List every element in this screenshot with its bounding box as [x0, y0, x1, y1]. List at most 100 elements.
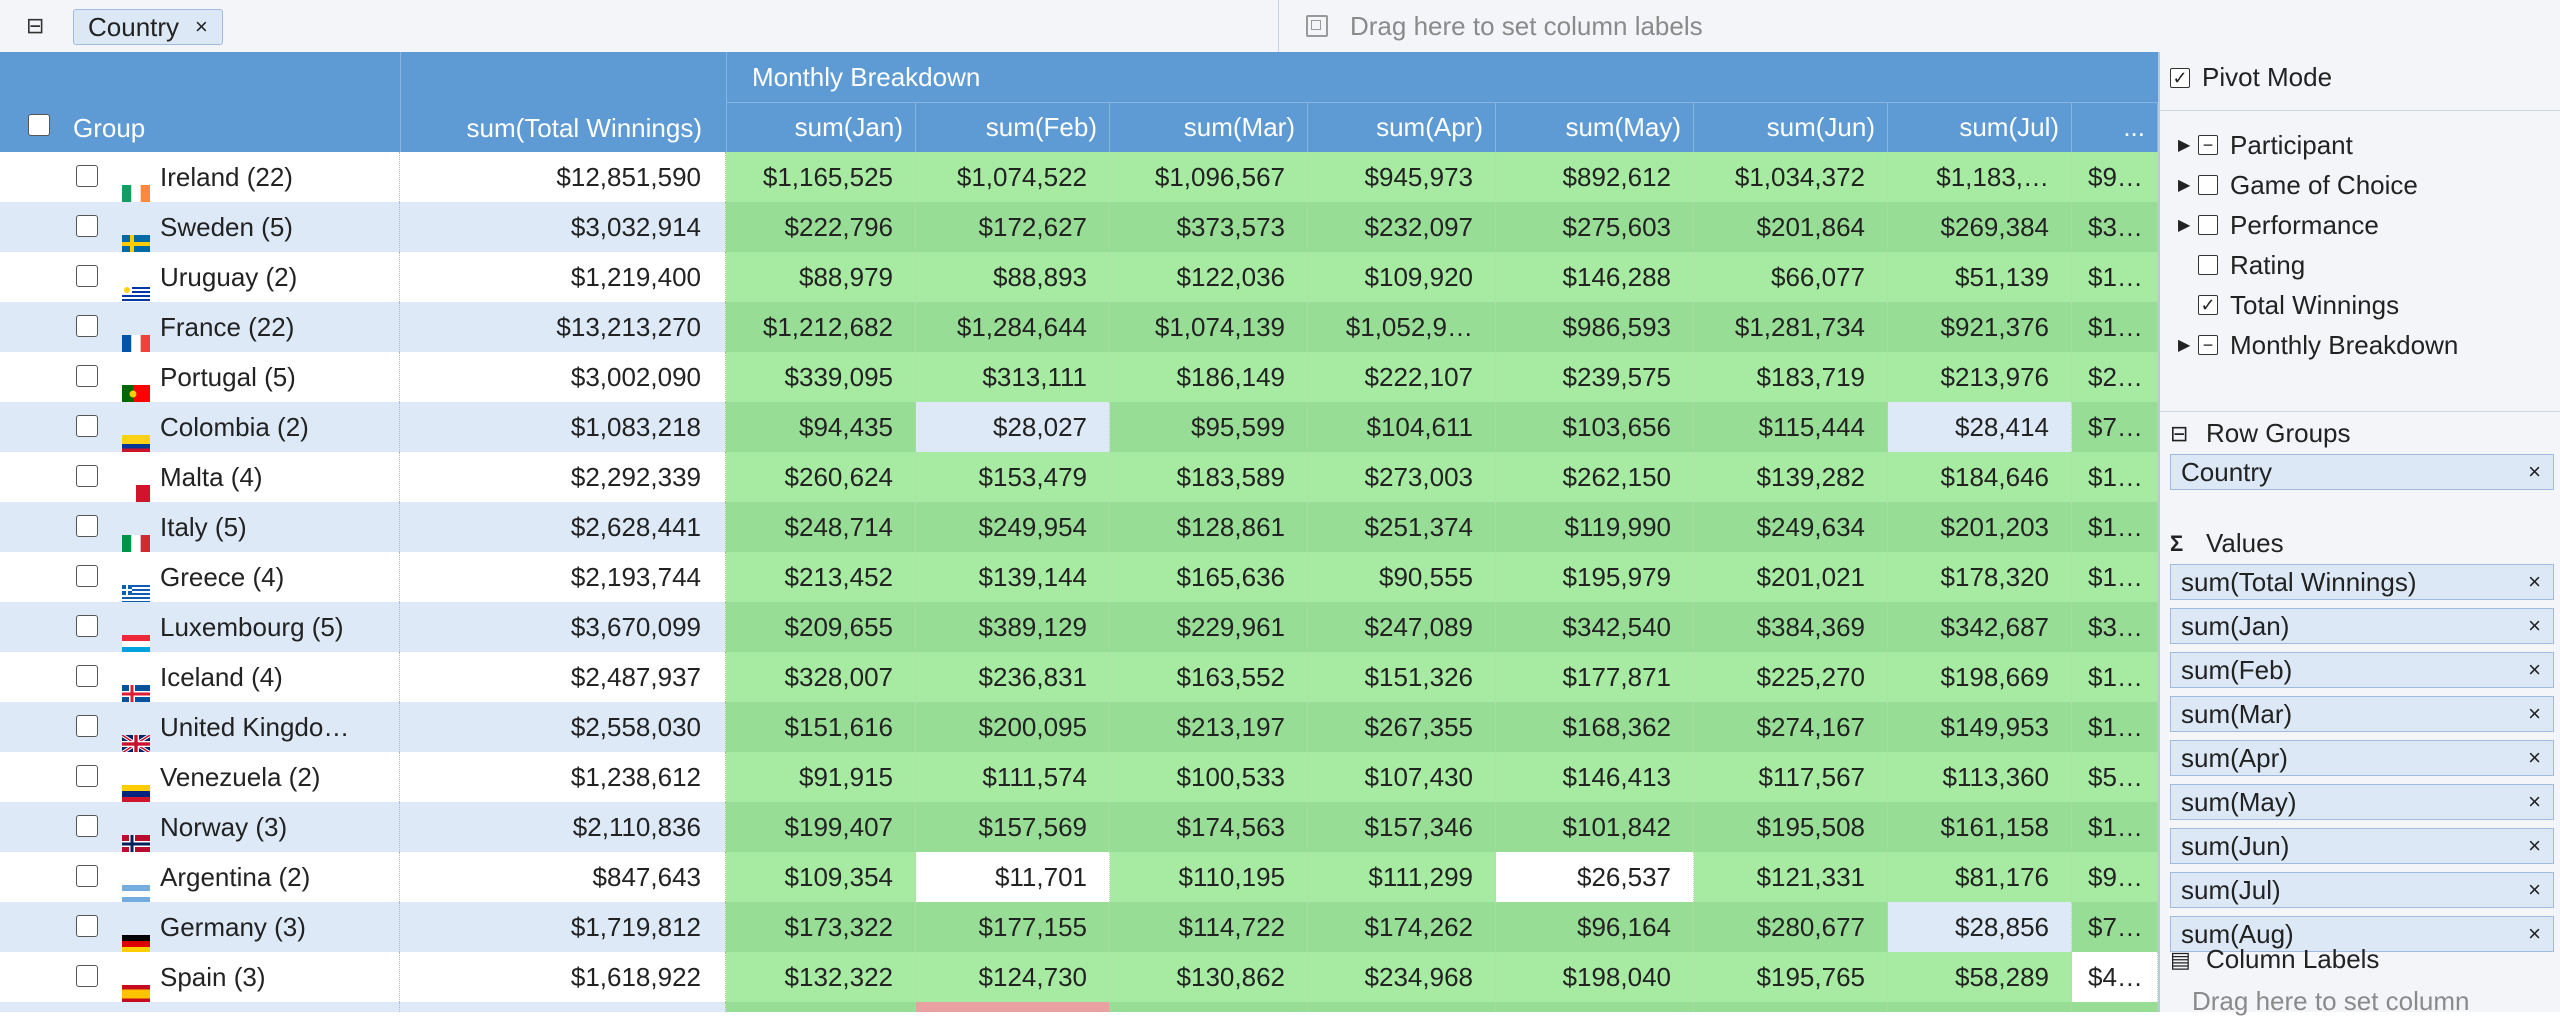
remove-icon[interactable]: ×	[2528, 745, 2541, 770]
month-header-7[interactable]: ...	[2072, 102, 2158, 152]
row-checkbox[interactable]	[76, 865, 98, 887]
row-checkbox[interactable]	[76, 915, 98, 937]
tree-checkbox[interactable]: −	[2198, 335, 2218, 355]
table-row[interactable]: Norway (3) $2,110,836 $199,407 $157,569 $174…	[0, 802, 2158, 853]
remove-icon[interactable]: ×	[2528, 877, 2541, 902]
row-checkbox[interactable]	[76, 415, 98, 437]
month-header-2[interactable]: sum(Mar)	[1110, 102, 1308, 152]
month-value-cell: $107,430	[1308, 752, 1496, 802]
tree-checkbox[interactable]	[2198, 215, 2218, 235]
table-row[interactable]: Germany (3) $1,719,812 $173,322 $177,155 $11…	[0, 902, 2158, 953]
tree-checkbox[interactable]: ✓	[2198, 295, 2218, 315]
row-checkbox[interactable]	[76, 315, 98, 337]
row-checkbox[interactable]	[76, 215, 98, 237]
value-pill[interactable]: sum(Mar) ×	[2170, 696, 2554, 732]
remove-icon[interactable]: ×	[2528, 613, 2541, 638]
month-value-cell: $384,369	[1694, 602, 1888, 652]
table-row[interactable]: Uruguay (2) $1,219,400 $88,979 $88,893 $122,…	[0, 252, 2158, 303]
pivot-mode-toggle[interactable]: ✓ Pivot Mode	[2170, 62, 2332, 93]
month-header-3[interactable]: sum(Apr)	[1308, 102, 1496, 152]
table-row[interactable]: Malta (4) $2,292,339 $260,624 $153,479 $183,…	[0, 452, 2158, 503]
month-header-1[interactable]: sum(Feb)	[916, 102, 1110, 152]
column-tree-item[interactable]: ✓ Total Winnings	[2178, 285, 2399, 325]
month-value-cell: $130,862	[1110, 952, 1308, 1002]
month-value-cell: $7…	[2072, 402, 2158, 452]
month-header-4[interactable]: sum(May)	[1496, 102, 1694, 152]
row-checkbox[interactable]	[76, 665, 98, 687]
row-checkbox[interactable]	[76, 615, 98, 637]
tree-checkbox[interactable]: −	[2198, 135, 2218, 155]
total-winnings-cell: $1,238,612	[400, 752, 726, 802]
table-row[interactable]: Sweden (5) $3,032,914 $222,796 $172,627 $373…	[0, 202, 2158, 253]
column-tree-item[interactable]: ▶ Performance	[2178, 205, 2379, 245]
row-checkbox[interactable]	[76, 565, 98, 587]
column-labels-placeholder: Drag here to set column	[2192, 986, 2470, 1016]
row-checkbox[interactable]	[76, 965, 98, 987]
row-checkbox[interactable]	[76, 765, 98, 787]
column-tree-item[interactable]: ▶ − Monthly Breakdown	[2178, 325, 2458, 365]
select-all-checkbox[interactable]	[28, 114, 50, 136]
tree-checkbox[interactable]	[2198, 175, 2218, 195]
value-pill[interactable]: sum(Aug) ×	[2170, 916, 2554, 952]
table-row[interactable]: Italy (5) $2,628,441 $248,714 $249,954 $128,…	[0, 502, 2158, 553]
table-row[interactable]: Iceland (4) $2,487,937 $328,007 $236,831 $16…	[0, 652, 2158, 703]
month-header-5[interactable]: sum(Jun)	[1694, 102, 1888, 152]
row-checkbox[interactable]	[76, 715, 98, 737]
row-checkbox[interactable]	[76, 465, 98, 487]
row-checkbox[interactable]	[76, 365, 98, 387]
remove-icon[interactable]: ×	[2528, 921, 2541, 946]
remove-icon[interactable]: ×	[2528, 569, 2541, 594]
grid-header: Group sum(Total Winnings) Monthly Breakd…	[0, 52, 2158, 152]
expand-arrow-icon[interactable]: ▶	[2178, 177, 2191, 194]
month-header-6[interactable]: sum(Jul)	[1888, 102, 2072, 152]
table-row[interactable]: Argentina (2) $847,643 $109,354 $11,701 $110…	[0, 852, 2158, 903]
month-value-cell: $172,627	[916, 202, 1110, 252]
expand-arrow-icon[interactable]: ▶	[2178, 217, 2191, 234]
month-header-0[interactable]: sum(Jan)	[726, 102, 916, 152]
expand-arrow-icon[interactable]: ▶	[2178, 337, 2191, 354]
tree-checkbox[interactable]	[2198, 255, 2218, 275]
pivot-mode-checkbox[interactable]: ✓	[2170, 67, 2190, 88]
table-row[interactable]: Venezuela (2) $1,238,612 $91,915 $111,574 $1…	[0, 752, 2158, 803]
remove-icon[interactable]: ×	[2528, 701, 2541, 726]
row-group-chip-country[interactable]: Country ×	[73, 9, 223, 45]
table-row[interactable]	[0, 1002, 2158, 1012]
table-row[interactable]: Greece (4) $2,193,744 $213,452 $139,144 $165…	[0, 552, 2158, 603]
value-pill[interactable]: sum(Feb) ×	[2170, 652, 2554, 688]
remove-icon[interactable]: ×	[2528, 657, 2541, 682]
remove-icon[interactable]: ×	[2528, 459, 2541, 484]
table-row[interactable]: Portugal (5) $3,002,090 $339,095 $313,111 $1…	[0, 352, 2158, 403]
column-label-drop-zone[interactable]: Drag here to set column labels	[1280, 0, 2560, 52]
table-row[interactable]: France (22) $13,213,270 $1,212,682 $1,284,6…	[0, 302, 2158, 353]
table-row[interactable]: Spain (3) $1,618,922 $132,322 $124,730 $130,…	[0, 952, 2158, 1003]
value-pill[interactable]: sum(May) ×	[2170, 784, 2554, 820]
row-group-drop-zone[interactable]: ⊟ Country ×	[0, 0, 1279, 52]
remove-icon[interactable]: ×	[2528, 789, 2541, 814]
total-winnings-header[interactable]: sum(Total Winnings)	[400, 52, 727, 152]
month-value-cell: $3…	[2072, 602, 2158, 652]
row-group-pill-country[interactable]: Country ×	[2170, 454, 2554, 490]
column-tree-item[interactable]: ▶ − Participant	[2178, 125, 2353, 165]
remove-icon[interactable]: ×	[2528, 833, 2541, 858]
value-pill[interactable]: sum(Jul) ×	[2170, 872, 2554, 908]
monthly-breakdown-group-header[interactable]: Monthly Breakdown	[726, 52, 2158, 103]
row-checkbox[interactable]	[76, 165, 98, 187]
column-tree-item[interactable]: Rating	[2178, 245, 2305, 285]
column-tree-item[interactable]: ▶ Game of Choice	[2178, 165, 2418, 205]
table-row[interactable]: Colombia (2) $1,083,218 $94,435 $28,027 $95,…	[0, 402, 2158, 453]
table-row[interactable]: Ireland (22) $12,851,590 $1,165,525 $1,074,…	[0, 152, 2158, 203]
group-column-header[interactable]: Group	[0, 52, 401, 152]
row-checkbox[interactable]	[76, 815, 98, 837]
column-tree: ▶ − Participant ▶ Game of Choice ▶ Performance…	[2160, 110, 2560, 412]
value-pill[interactable]: sum(Jan) ×	[2170, 608, 2554, 644]
total-winnings-cell: $2,628,441	[400, 502, 726, 552]
chip-close-icon[interactable]: ×	[195, 14, 208, 39]
table-row[interactable]: Luxembourg (5) $3,670,099 $209,655 $389,129…	[0, 602, 2158, 653]
value-pill[interactable]: sum(Total Winnings) ×	[2170, 564, 2554, 600]
row-checkbox[interactable]	[76, 515, 98, 537]
row-checkbox[interactable]	[76, 265, 98, 287]
table-row[interactable]: United Kingdo… $2,558,030 $151,616 $200,095…	[0, 702, 2158, 753]
expand-arrow-icon[interactable]: ▶	[2178, 137, 2191, 154]
value-pill[interactable]: sum(Apr) ×	[2170, 740, 2554, 776]
value-pill[interactable]: sum(Jun) ×	[2170, 828, 2554, 864]
